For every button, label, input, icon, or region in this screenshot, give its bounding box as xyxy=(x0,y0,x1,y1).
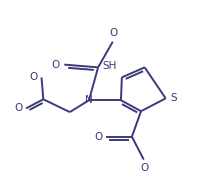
Text: O: O xyxy=(140,163,149,173)
Text: O: O xyxy=(110,29,118,38)
Text: O: O xyxy=(30,72,38,82)
Text: O: O xyxy=(94,132,103,142)
Text: SH: SH xyxy=(102,61,116,70)
Text: O: O xyxy=(14,103,22,113)
Text: N: N xyxy=(85,95,93,105)
Text: O: O xyxy=(51,60,60,70)
Text: S: S xyxy=(170,93,177,103)
